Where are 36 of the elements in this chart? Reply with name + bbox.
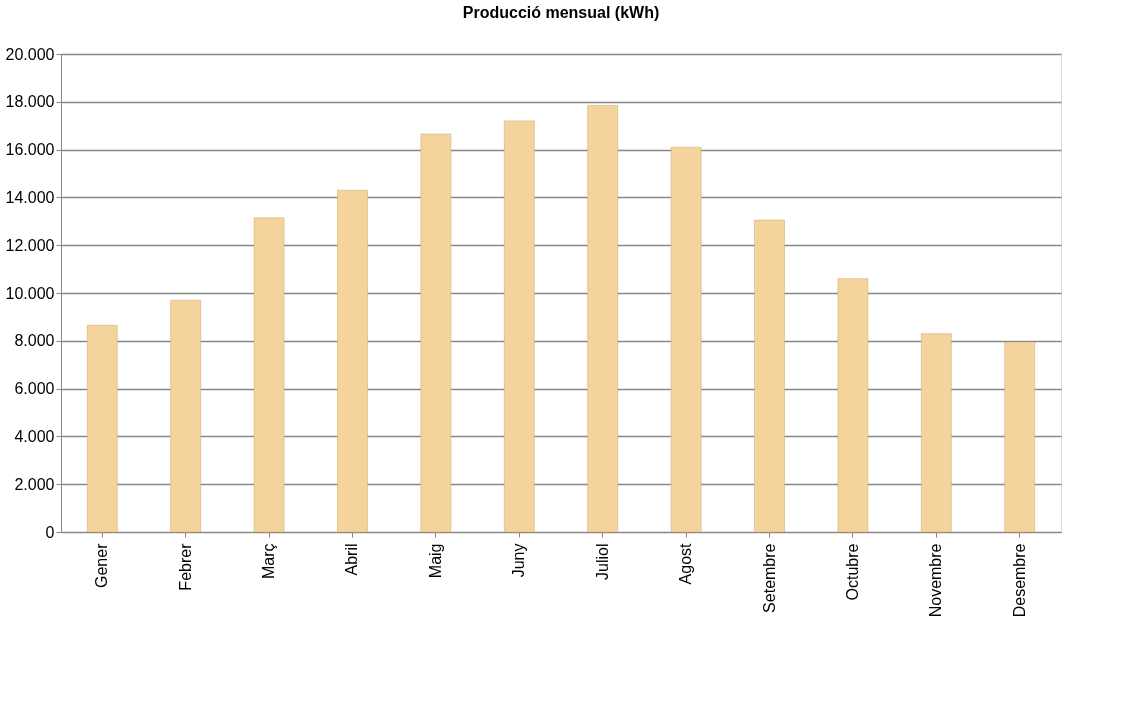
chart-title: Producció mensual (kWh) [462,4,660,21]
y-tick-label: 18.000 [5,93,55,111]
bar [1004,341,1035,533]
y-tick-label: 16.000 [5,141,55,159]
y-tick-label: 14.000 [5,188,55,206]
bar [921,333,952,533]
x-tick-label: Febrer [176,542,194,591]
y-tick-label: 20.000 [5,45,55,63]
y-tick-label: 8.000 [14,332,55,350]
bar [754,219,785,533]
bar [87,325,118,533]
x-tick-label: Novembre [927,543,945,618]
bar [670,146,702,533]
y-tick-label: 12.000 [5,236,55,254]
x-tick-label: Juliol [593,543,611,580]
y-tick-label: 10.000 [5,284,55,302]
y-tick-label: 0 [45,523,55,541]
x-tick-label: Agost [677,542,695,585]
bar [837,278,869,533]
x-tick-label: Setembre [760,543,778,613]
x-tick-label: Març [260,543,278,580]
x-tick-label: Abril [343,543,361,576]
x-tick-label: Desembre [1010,543,1028,618]
x-tick-label: Maig [426,543,444,579]
bar [253,217,285,533]
x-tick-label: Octubre [843,543,861,601]
bar [170,299,201,533]
y-tick-label: 6.000 [14,380,55,398]
x-tick-label: Gener [93,542,111,588]
y-tick-label: 2.000 [14,475,55,493]
y-tick-label: 4.000 [14,427,55,445]
bar [420,133,452,533]
bar [337,189,368,533]
x-tick-label: Juny [510,543,528,578]
bar [504,120,535,533]
bar [587,105,618,533]
